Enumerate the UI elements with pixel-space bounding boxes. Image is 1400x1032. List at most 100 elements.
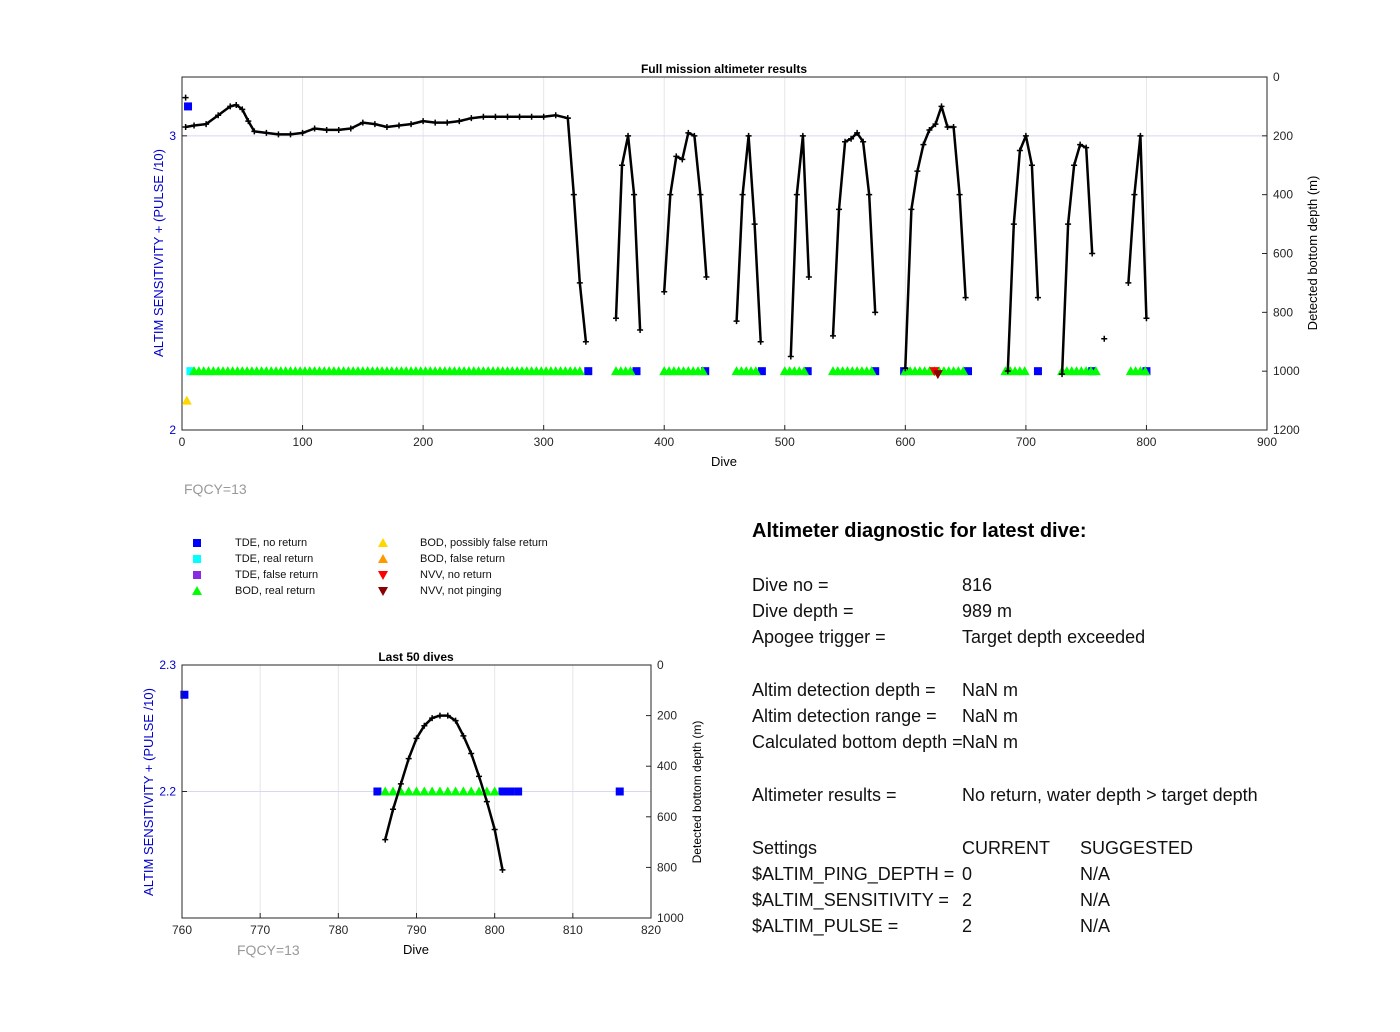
y-right-tick-label: 800 <box>1273 305 1293 319</box>
legend-symbols <box>192 538 388 596</box>
depth-line <box>735 134 762 342</box>
depth-point <box>564 115 571 122</box>
bod-real-return-marker <box>1090 366 1101 376</box>
depth-point <box>1101 335 1108 342</box>
legend-item-label: NVV, no return <box>420 569 492 581</box>
y-left-tick-label: 3 <box>169 129 176 143</box>
setting-suggested: N/A <box>1080 916 1111 936</box>
bod-possibly-false-return-marker <box>181 395 192 405</box>
depth-point <box>787 353 794 360</box>
x-tick-label: 790 <box>406 923 426 937</box>
depth-point <box>182 124 189 131</box>
depth-point <box>703 274 710 281</box>
depth-point <box>263 129 270 136</box>
depth-point <box>793 191 800 198</box>
altim-detection-depth-value: NaN m <box>962 680 1019 700</box>
depth-point <box>215 112 222 119</box>
depth-point <box>182 94 189 101</box>
depth-point <box>830 332 836 339</box>
depth-point <box>371 121 378 128</box>
depth-point <box>848 135 855 142</box>
calculated-bottom-depth-label: Calculated bottom depth = <box>752 732 963 752</box>
bod-real-return-marker <box>574 366 585 376</box>
bod-real-return-marker <box>625 366 636 376</box>
setting-name: $ALTIM_PULSE = <box>752 916 899 936</box>
legend-item-label: BOD, real return <box>235 585 316 597</box>
depth-point <box>245 118 252 125</box>
depth-point <box>413 735 420 742</box>
y-right-tick-label: 1200 <box>1273 423 1300 437</box>
depth-point <box>950 124 957 131</box>
depth-point <box>492 113 499 120</box>
depth-line <box>1127 134 1148 319</box>
depth-point <box>516 113 523 120</box>
y-right-tick-label: 400 <box>1273 188 1293 202</box>
x-tick-label: 100 <box>293 435 313 449</box>
depth-point <box>938 103 945 110</box>
bod-real-return-marker <box>750 366 761 376</box>
top-y-right-ticks: 0 200 400 600 800 1000 1200 <box>1262 70 1300 437</box>
y-right-tick-label: 1000 <box>657 911 684 925</box>
bod-false-return-legend-icon <box>378 554 388 563</box>
bod-real-return-marker <box>403 786 414 796</box>
depth-point <box>347 125 354 132</box>
depth-point <box>745 132 752 139</box>
y-right-tick-label: 0 <box>1273 70 1280 84</box>
depth-line <box>566 118 588 342</box>
diagnostic-title: Altimeter diagnostic for latest dive: <box>752 520 1087 542</box>
top-y-right-label: Detected bottom depth (m) <box>1305 176 1320 331</box>
top-y-left-ticks: 23 <box>169 129 187 437</box>
altimeter-results-label: Altimeter results = <box>752 785 897 805</box>
depth-point <box>1028 162 1035 169</box>
depth-point <box>691 132 698 139</box>
depth-point <box>239 106 246 113</box>
bod-real-return-marker <box>866 366 877 376</box>
bottom-y-left-label: ALTIM SENSITIVITY + (PULSE /10) <box>141 688 156 896</box>
setting-name: $ALTIM_PING_DEPTH = <box>752 864 955 884</box>
depth-point <box>251 128 258 135</box>
bottom-fqcy-label: FQCY=13 <box>237 942 300 958</box>
depth-point <box>956 191 963 198</box>
depth-point <box>582 338 589 345</box>
x-tick-label: 300 <box>534 435 554 449</box>
x-tick-label: 400 <box>654 435 674 449</box>
depth-point <box>1137 132 1144 139</box>
top-markers <box>180 102 1151 699</box>
altim-detection-range-value: NaN m <box>962 706 1019 726</box>
bod-real-return-marker <box>427 786 438 796</box>
y-left-tick-label: 2.3 <box>159 658 176 672</box>
depth-point <box>661 288 668 295</box>
depth-point <box>842 138 849 145</box>
bottom-markers <box>373 786 624 796</box>
depth-point <box>1125 279 1132 286</box>
altimeter-results-value: No return, water depth > target depth <box>962 785 1258 805</box>
depth-point <box>1131 191 1138 198</box>
top-fqcy-label: FQCY=13 <box>184 481 247 497</box>
depth-point <box>920 141 927 148</box>
settings-header: Settings <box>752 838 818 858</box>
tde-no-return-marker <box>373 787 382 796</box>
depth-point <box>1083 144 1090 151</box>
bottom-depth-lines <box>382 712 506 873</box>
depth-line <box>1006 134 1040 372</box>
depth-point <box>576 279 583 286</box>
depth-point <box>390 806 397 813</box>
depth-point <box>854 129 861 136</box>
depth-point <box>926 126 933 133</box>
dive-depth-label: Dive depth = <box>752 601 854 621</box>
depth-line <box>1060 143 1094 375</box>
tde-no-return-marker <box>1033 367 1042 376</box>
bottom-chart-title: Last 50 dives <box>378 650 454 664</box>
tde-no-return-marker <box>632 367 641 376</box>
bod-real-return-marker <box>442 786 453 796</box>
tde-no-return-marker <box>803 367 812 376</box>
depth-point <box>552 112 559 119</box>
depth-point <box>397 780 404 787</box>
setting-suggested: N/A <box>1080 864 1111 884</box>
depth-point <box>444 712 451 719</box>
apogee-trigger-label: Apogee trigger = <box>752 627 886 647</box>
depth-line <box>789 134 811 357</box>
top-depth-lines <box>182 94 1150 378</box>
depth-point <box>420 118 427 125</box>
